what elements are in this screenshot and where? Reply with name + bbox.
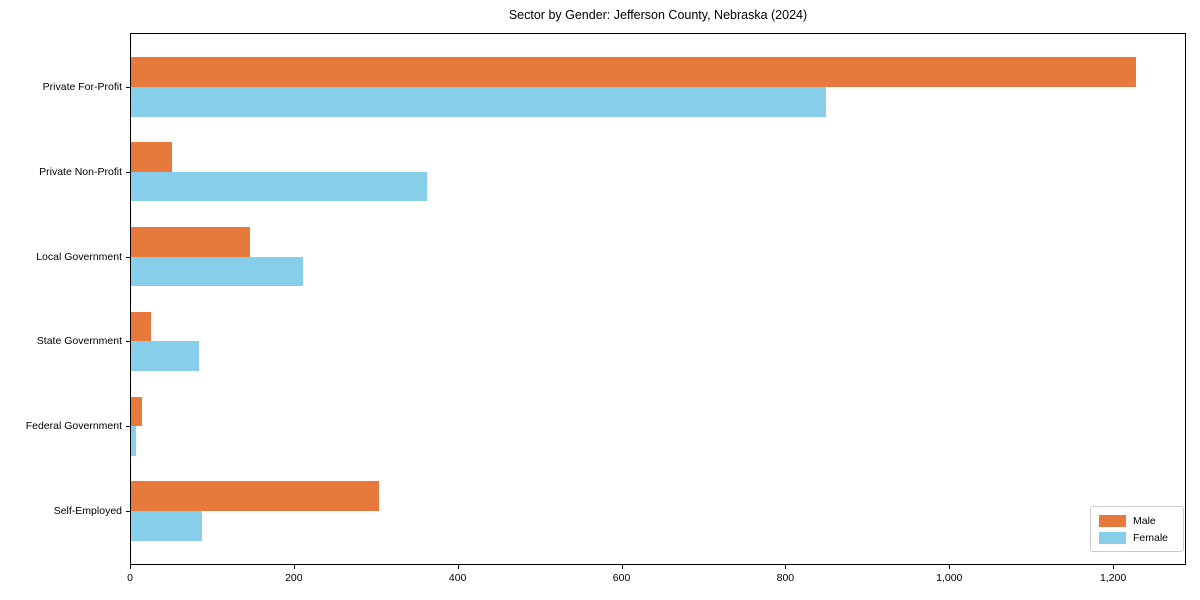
bar-female-3 <box>131 341 199 372</box>
y-axis-label: Federal Government <box>25 420 122 433</box>
x-axis-label: 1,200 <box>1099 572 1127 584</box>
x-axis-tick <box>1113 565 1115 569</box>
x-axis-tick <box>457 565 459 569</box>
x-axis-tick <box>949 565 951 569</box>
y-axis-tick <box>126 86 130 88</box>
y-axis-tick <box>126 341 130 343</box>
x-axis-tick <box>621 565 623 569</box>
legend: Male Female <box>1090 506 1184 552</box>
y-axis-label: Private For-Profit <box>42 80 122 93</box>
bar-female-4 <box>131 426 136 456</box>
x-axis-label: 400 <box>448 572 467 584</box>
x-axis-label: 200 <box>285 572 303 584</box>
bar-female-0 <box>131 86 826 117</box>
y-axis-tick <box>126 426 130 428</box>
female-swatch-icon <box>1099 531 1126 544</box>
y-axis-label: State Government <box>36 335 122 348</box>
y-axis-label: Local Government <box>36 250 122 263</box>
bar-female-2 <box>131 256 304 287</box>
legend-entry-male: Male <box>1099 514 1183 527</box>
bar-male-5 <box>131 481 380 512</box>
y-axis-label: Self-Employed <box>53 505 122 518</box>
y-axis-tick <box>126 511 130 513</box>
x-axis-label: 600 <box>612 572 631 584</box>
bar-male-0 <box>131 57 1137 87</box>
y-axis-tick <box>126 171 130 173</box>
y-axis-label: Private Non-Profit <box>39 165 122 178</box>
x-axis-tick <box>293 565 295 569</box>
chart-title: Sector by Gender: Jefferson County, Nebr… <box>508 8 808 22</box>
bar-female-5 <box>131 511 203 541</box>
legend-entry-female: Female <box>1099 531 1183 544</box>
bar-male-4 <box>131 396 143 427</box>
x-axis-tick <box>785 565 787 569</box>
plot-area <box>130 33 1186 565</box>
bar-male-1 <box>131 142 172 172</box>
bar-male-3 <box>131 311 151 342</box>
male-swatch-icon <box>1099 514 1126 527</box>
bar-male-2 <box>131 226 250 257</box>
legend-label-male: Male <box>1133 514 1156 527</box>
x-axis-label: 0 <box>127 572 133 584</box>
legend-label-female: Female <box>1133 531 1169 544</box>
x-axis-label: 800 <box>776 572 795 584</box>
x-axis-tick <box>130 565 131 569</box>
x-axis-label: 1,000 <box>936 572 963 584</box>
bar-female-1 <box>131 171 427 202</box>
y-axis-tick <box>126 256 130 258</box>
